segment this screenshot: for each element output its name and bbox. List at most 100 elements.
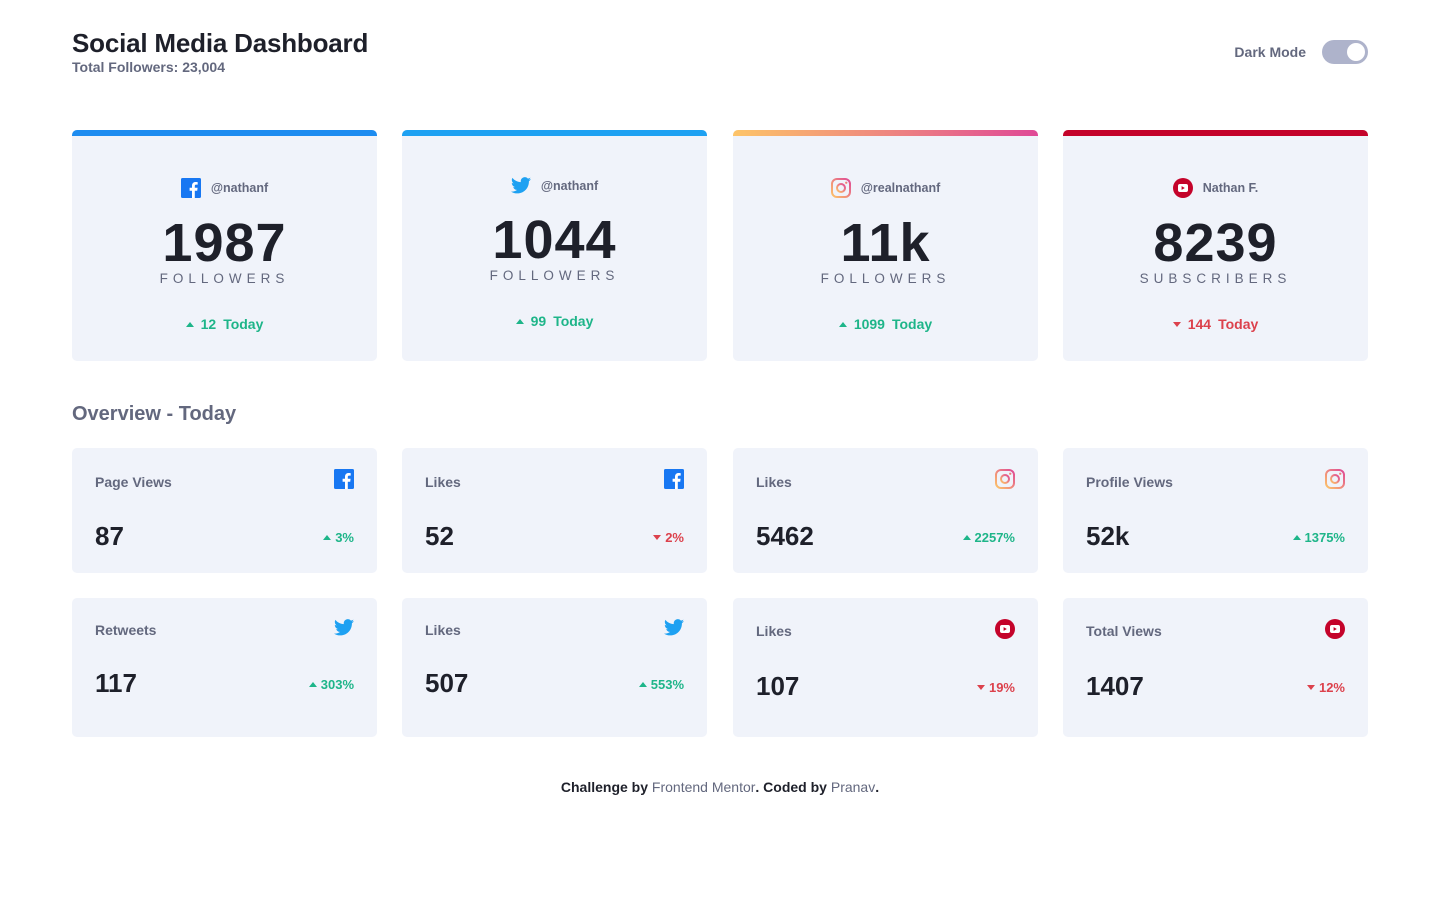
overview-label: Retweets [95, 622, 157, 638]
overview-percent: 2257% [974, 530, 1015, 545]
follower-count: 11k [840, 213, 931, 273]
overview-card-youtube-likes[interactable]: Likes 107 19% [733, 598, 1038, 737]
delta-today: Today [223, 316, 264, 332]
follower-unit: FOLLOWERS [159, 271, 290, 286]
delta-today: Today [1218, 316, 1259, 332]
instagram-icon [995, 469, 1015, 489]
overview-label: Page Views [95, 474, 172, 490]
follower-count: 1044 [492, 210, 617, 270]
author-link[interactable]: Pranav [830, 779, 876, 795]
overview-value: 107 [756, 671, 800, 701]
follower-handle: Nathan F. [1202, 181, 1259, 195]
follower-handle: @nathanf [540, 178, 599, 193]
twitter-icon [510, 177, 531, 194]
overview-title: Overview - Today [72, 403, 237, 425]
up-arrow-icon [962, 535, 971, 540]
overview-label: Profile Views [1086, 474, 1173, 490]
delta-today: Today [553, 313, 594, 329]
follower-delta: 144 Today [1063, 316, 1368, 332]
overview-percent: 12% [1318, 680, 1345, 695]
overview-label: Likes [756, 623, 792, 639]
attribution-footer: Challenge by Frontend Mentor. Coded by P… [0, 779, 1440, 795]
follower-unit: SUBSCRIBERS [1139, 271, 1292, 286]
dark-mode-label: Dark Mode [1234, 44, 1306, 60]
overview-card-twitter-likes[interactable]: Likes 507 553% [402, 598, 707, 737]
youtube-icon [995, 619, 1015, 639]
overview-percent: 303% [320, 677, 354, 692]
dark-mode-toggle[interactable] [1322, 40, 1368, 64]
up-arrow-icon [638, 682, 647, 687]
dashboard-header: Social Media Dashboard Total Followers: … [72, 28, 1368, 88]
follower-delta: 1099 Today [733, 316, 1038, 332]
instagram-icon [1325, 469, 1345, 489]
overview-value: 507 [425, 668, 469, 698]
down-arrow-icon [1172, 321, 1181, 327]
facebook-icon [180, 178, 201, 198]
footer-middle: . Coded by [755, 779, 831, 795]
total-followers: Total Followers: 23,004 [72, 59, 226, 75]
facebook-icon [334, 469, 354, 489]
overview-card-facebook-likes[interactable]: Likes 52 2% [402, 448, 707, 573]
follower-delta: 99 Today [402, 313, 707, 329]
overview-change: 553% [638, 677, 684, 692]
overview-card-instagram-profile-views[interactable]: Profile Views 52k 1375% [1063, 448, 1368, 573]
overview-label: Likes [425, 622, 461, 638]
toggle-knob [1347, 43, 1365, 61]
follower-unit: FOLLOWERS [820, 271, 951, 286]
overview-value: 52k [1086, 521, 1130, 551]
follower-card-twitter[interactable]: @nathanf 1044 FOLLOWERS 99 Today [402, 130, 707, 361]
delta-today: Today [891, 316, 933, 332]
down-arrow-icon [976, 685, 985, 690]
overview-percent: 19% [988, 680, 1015, 695]
card-accent-bar [1063, 130, 1368, 136]
card-accent-bar [72, 130, 377, 136]
up-arrow-icon [185, 321, 194, 327]
overview-change: 19% [976, 680, 1015, 695]
overview-percent: 553% [650, 677, 684, 692]
overview-change: 2% [653, 530, 684, 545]
overview-change: 12% [1306, 680, 1345, 695]
up-arrow-icon [515, 318, 524, 324]
overview-card-twitter-retweets[interactable]: Retweets 117 303% [72, 598, 377, 737]
youtube-icon [1325, 619, 1345, 639]
overview-change: 3% [323, 530, 354, 545]
overview-value: 5462 [756, 521, 814, 551]
overview-change: 1375% [1292, 530, 1345, 545]
frontend-mentor-link[interactable]: Frontend Mentor [651, 779, 756, 795]
overview-percent: 2% [665, 530, 684, 545]
footer-prefix: Challenge by [560, 779, 652, 795]
follower-delta: 12 Today [72, 316, 377, 332]
follower-card-instagram[interactable]: @realnathanf 11k FOLLOWERS 1099 Today [733, 130, 1038, 361]
overview-card-youtube-total-views[interactable]: Total Views 1407 12% [1063, 598, 1368, 737]
follower-card-facebook[interactable]: @nathanf 1987 FOLLOWERS 12 Today [72, 130, 377, 361]
page-title: Social Media Dashboard [72, 28, 369, 58]
down-arrow-icon [1306, 685, 1315, 690]
dark-mode-control: Dark Mode [1234, 40, 1368, 64]
delta-value: 12 [200, 316, 217, 332]
youtube-icon [1172, 178, 1193, 198]
card-accent-bar [733, 130, 1038, 136]
follower-count: 1987 [162, 213, 287, 273]
overview-value: 1407 [1086, 671, 1144, 701]
up-arrow-icon [1292, 535, 1301, 540]
overview-label: Likes [756, 474, 792, 490]
overview-percent: 1375% [1304, 530, 1345, 545]
twitter-icon [334, 619, 354, 636]
delta-value: 144 [1187, 316, 1212, 332]
up-arrow-icon [838, 321, 847, 327]
follower-card-youtube[interactable]: Nathan F. 8239 SUBSCRIBERS 144 Today [1063, 130, 1368, 361]
follower-handle: @nathanf [210, 181, 269, 195]
delta-value: 99 [530, 313, 547, 329]
footer-suffix: . [875, 779, 880, 795]
overview-value: 87 [95, 521, 124, 551]
twitter-icon [664, 619, 684, 636]
card-accent-bar [402, 130, 707, 136]
follower-cards: @nathanf 1987 FOLLOWERS 12 Today @nathan… [72, 130, 1368, 361]
overview-card-instagram-likes[interactable]: Likes 5462 2257% [733, 448, 1038, 573]
overview-change: 303% [308, 677, 354, 692]
instagram-icon [830, 178, 851, 198]
follower-handle: @realnathanf [860, 181, 941, 195]
down-arrow-icon [653, 535, 662, 540]
delta-value: 1099 [853, 316, 885, 332]
overview-card-facebook-page-views[interactable]: Page Views 87 3% [72, 448, 377, 573]
